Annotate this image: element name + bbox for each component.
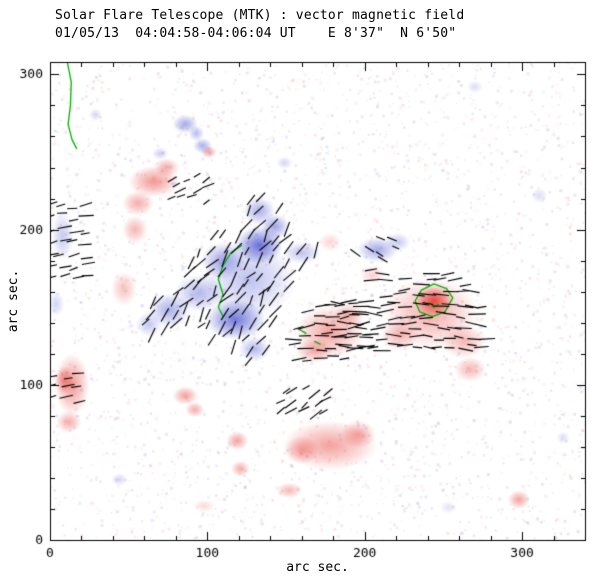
y-axis-label: arc sec. (6, 269, 21, 333)
plot-subtitle: 01/05/13 04:04:58-04:06:04 UT E 8'37" N … (55, 26, 457, 41)
x-axis-label: arc sec. (286, 560, 349, 575)
plot-title: Solar Flare Telescope (MTK) : vector mag… (55, 8, 465, 23)
